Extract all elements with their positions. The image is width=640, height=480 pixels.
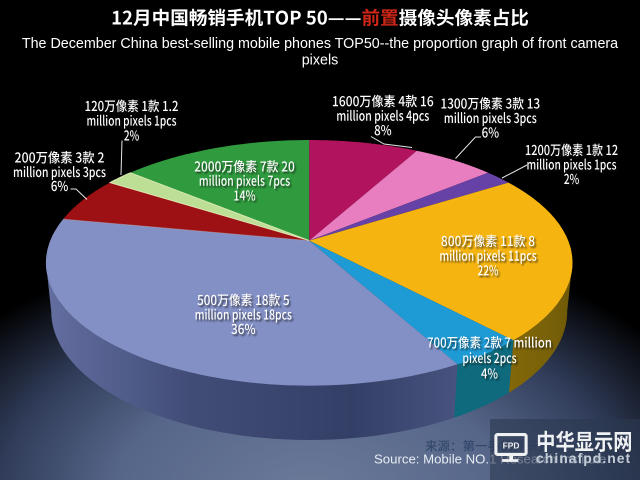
svg-text:The December China best-sellin: The December China best-selling mobile p…: [22, 36, 618, 52]
svg-text:chinafpd.net: chinafpd.net: [536, 450, 631, 466]
svg-text:FPD: FPD: [503, 440, 520, 450]
svg-text:pixels: pixels: [302, 53, 339, 69]
